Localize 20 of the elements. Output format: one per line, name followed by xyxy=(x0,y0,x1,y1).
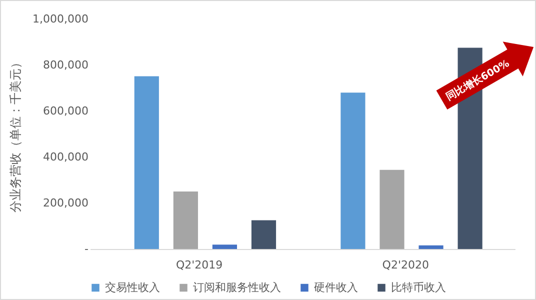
legend-label: 交易性收入 xyxy=(105,280,160,294)
x-tick-label: Q2'2019 xyxy=(176,258,223,272)
legend-label: 订阅和服务性收入 xyxy=(193,280,281,294)
x-tick-label: Q2'2020 xyxy=(382,258,429,272)
y-tick-label: 600,000 xyxy=(43,104,88,118)
legend-label: 比特币收入 xyxy=(391,280,446,294)
y-tick-label: 1,000,000 xyxy=(32,12,88,26)
y-tick-label: 200,000 xyxy=(43,196,88,210)
y-tick-label: 400,000 xyxy=(43,150,88,164)
bar xyxy=(380,170,404,249)
y-axis-title: 分业务营收（单位：千美元） xyxy=(8,56,23,212)
y-tick-label: - xyxy=(84,242,89,256)
bar xyxy=(173,192,198,249)
bar xyxy=(418,245,444,249)
legend-label: 硬件收入 xyxy=(314,280,358,294)
bar xyxy=(251,220,276,249)
bar xyxy=(340,92,366,249)
bar xyxy=(212,244,238,249)
bar xyxy=(134,76,159,249)
y-tick-label: 800,000 xyxy=(43,58,88,72)
